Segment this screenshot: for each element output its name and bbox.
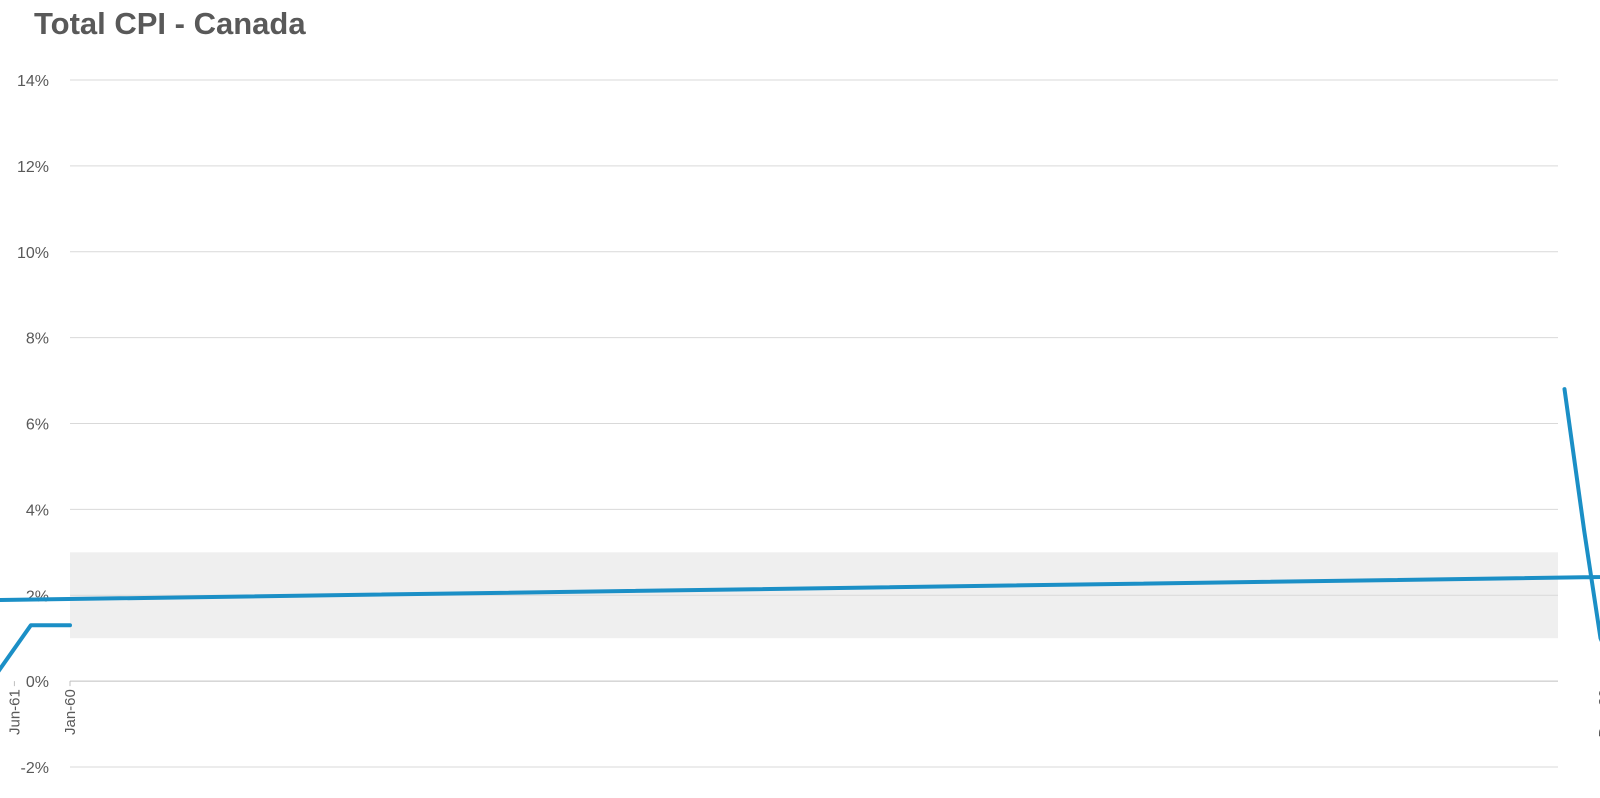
x-tick-label: Jan-60 <box>62 689 79 735</box>
gridlines <box>70 79 1558 768</box>
data-point <box>29 623 33 627</box>
y-tick-label: 14% <box>17 73 49 90</box>
x-tick-label: Dec-20 <box>1596 689 1600 737</box>
y-tick-label: 4% <box>26 502 49 519</box>
y-tick-label: 12% <box>17 159 49 176</box>
y-tick-label: -2% <box>21 760 49 777</box>
y-tick-label: 8% <box>26 331 49 348</box>
x-axis: Jan-60Jun-61Nov-62Apr-64Sep-65Feb-67Jul-… <box>6 681 1600 737</box>
y-axis: -2% 0% 2% 4% 6% 8% 10% 12% 14% <box>17 73 49 777</box>
data-point <box>1582 529 1586 533</box>
y-tick-label: 10% <box>17 245 49 262</box>
data-point <box>68 623 72 627</box>
chart-title: Total CPI - Canada <box>34 6 306 41</box>
y-tick-label: 6% <box>26 417 49 434</box>
y-tick-label: 2% <box>26 588 49 605</box>
y-tick-label: 0% <box>26 674 49 691</box>
x-tick-label: Jun-61 <box>6 689 23 735</box>
data-point <box>1563 387 1566 391</box>
